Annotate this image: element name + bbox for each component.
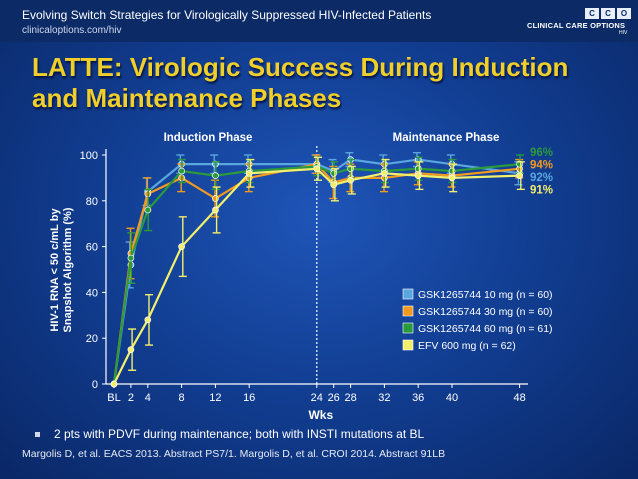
y-tick-label: 0 [92,379,98,391]
legend-swatch [402,288,414,300]
data-point [516,172,523,179]
reference: Margolis D, et al. EACS 2013. Abstract P… [22,448,446,460]
y-tick-label: 80 [86,196,98,208]
logo-sub: HIV [619,30,628,36]
y-tick-label: 100 [80,150,98,162]
series-end-label: 94% [530,160,553,172]
clinical-care-options-logo: C C O CLINICAL CARE OPTIONS HIV [527,8,631,36]
legend-swatch [402,339,414,351]
data-point [414,165,422,173]
data-point [110,380,118,388]
y-tick-label: 20 [86,333,98,345]
data-point [245,169,253,177]
legend: GSK1265744 10 mg (n = 60) GSK1265744 30 m… [402,288,553,352]
x-tick-label: 2 [128,392,134,404]
legend-swatch [402,322,414,334]
x-tick-label: 16 [243,392,255,404]
y-axis-title: HIV-1 RNA < 50 c/mL bySnapshot Algorithm… [49,207,74,332]
data-point [330,169,338,177]
series-end-label: 92% [530,172,553,184]
data-point [178,243,185,250]
x-tick-label: 26 [328,392,340,404]
x-tick-label: BL [107,392,120,404]
data-point [347,176,354,184]
header-bar: Evolving Switch Strategies for Virologic… [0,0,638,42]
bullet-icon [35,432,40,438]
data-point [212,206,219,214]
y-tick-label: 60 [86,242,98,254]
y-axis-title-line: Snapshot Algorithm (%) [62,207,74,332]
series-end-label: 91% [530,185,553,197]
data-point [212,172,219,179]
x-tick-label: 48 [513,392,525,404]
logo-letter: C [601,8,615,19]
logo-text: CLINICAL CARE OPTIONS [527,21,626,30]
logo-letter: O [617,8,631,19]
phase-label-induction: Induction Phase [164,132,253,144]
legend-swatch [402,305,414,317]
logo-letter: C [585,8,599,19]
series-4 [110,156,525,388]
x-tick-label: 40 [446,392,458,404]
slide-title: LATTE: Virologic Success During Inductio… [32,52,569,113]
x-tick-label: 4 [145,392,151,404]
header-url[interactable]: clinicaloptions.com/hiv [22,25,122,36]
x-tick-label: 28 [344,392,356,404]
legend-entry: GSK1265744 60 mg (n = 61) [418,323,553,335]
data-point [414,172,422,179]
x-tick-label: 12 [209,392,221,404]
data-point [330,181,338,189]
y-axis-title-line: HIV-1 RNA < 50 c/mL by [49,208,61,332]
data-point [448,167,456,175]
data-point [448,174,456,182]
series-end-label: 96% [530,147,553,159]
legend-entry: GSK1265744 30 mg (n = 60) [418,306,553,318]
x-axis-title: Wks [308,408,333,422]
data-point [212,195,219,202]
data-point [178,167,185,175]
header-title: Evolving Switch Strategies for Virologic… [22,8,432,22]
x-tick-label: 24 [311,392,323,404]
data-point [127,254,135,262]
data-point [127,346,135,353]
x-tick-label: 36 [412,392,424,404]
x-tick-label: 32 [378,392,390,404]
data-point [144,206,152,214]
footnote: 2 pts with PDVF during maintenance; both… [35,427,424,441]
data-point [144,316,152,324]
footnote-text: 2 pts with PDVF during maintenance; both… [54,427,425,441]
y-tick-label: 40 [86,287,98,299]
data-point [381,169,388,177]
data-point [313,165,321,173]
series-3 [110,154,524,388]
phase-label-maintenance: Maintenance Phase [393,132,500,144]
legend-entry: GSK1265744 10 mg (n = 60) [418,289,553,301]
legend-entry: EFV 600 mg (n = 62) [418,340,516,352]
x-tick-label: 8 [179,392,185,404]
